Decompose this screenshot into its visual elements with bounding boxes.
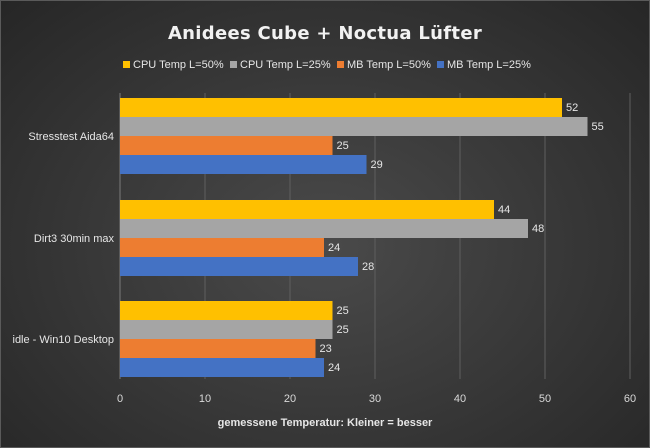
category-label-2: idle - Win10 Desktop <box>13 334 115 346</box>
legend-swatch-1 <box>230 61 237 68</box>
legend-entry-1: CPU Temp L=25% <box>240 59 331 71</box>
data-label-1-0: 44 <box>498 204 510 216</box>
x-tick-label-4: 40 <box>454 393 466 405</box>
bar-2-0 <box>120 301 333 320</box>
chart-legend: CPU Temp L=50% CPU Temp L=25% MB Temp L=50… <box>123 59 531 71</box>
data-label-2-1: 25 <box>337 324 349 336</box>
x-tick-label-3: 30 <box>369 393 381 405</box>
bar-2-1 <box>120 320 333 339</box>
category-label-1: Dirt3 30min max <box>34 233 115 245</box>
bar-0-3 <box>120 155 367 174</box>
data-label-1-3: 28 <box>362 261 374 273</box>
category-label-0: Stresstest Aida64 <box>28 131 114 143</box>
x-axis-ticks: 0 10 20 30 40 50 60 <box>117 393 636 405</box>
chart-title: Anidees Cube + Noctua Lüfter <box>168 23 482 44</box>
x-tick-label-1: 10 <box>199 393 211 405</box>
legend-swatch-2 <box>337 61 344 68</box>
x-axis-label: gemessene Temperatur: Kleiner = besser <box>218 417 433 429</box>
data-labels: 52 55 25 29 44 48 24 28 25 25 23 24 <box>320 102 604 374</box>
data-label-0-1: 55 <box>592 121 604 133</box>
data-label-2-2: 23 <box>320 343 332 355</box>
data-label-2-0: 25 <box>337 305 349 317</box>
bar-1-3 <box>120 257 358 276</box>
x-tick-label-0: 0 <box>117 393 123 405</box>
bar-0-0 <box>120 98 562 117</box>
x-tick-label-6: 60 <box>624 393 636 405</box>
bar-0-2 <box>120 136 333 155</box>
data-label-1-2: 24 <box>328 242 340 254</box>
legend-entry-3: MB Temp L=25% <box>447 59 531 71</box>
legend-entry-2: MB Temp L=50% <box>347 59 431 71</box>
x-tick-label-2: 20 <box>284 393 296 405</box>
bar-2-2 <box>120 339 316 358</box>
bar-0-1 <box>120 117 588 136</box>
category-labels: Stresstest Aida64 Dirt3 30min max idle - W… <box>13 131 115 346</box>
data-label-0-2: 25 <box>337 140 349 152</box>
data-label-0-0: 52 <box>566 102 578 114</box>
bar-1-0 <box>120 200 494 219</box>
bar-1-2 <box>120 238 324 257</box>
legend-swatch-0 <box>123 61 130 68</box>
legend-entry-0: CPU Temp L=50% <box>133 59 224 71</box>
bar-series <box>120 98 588 377</box>
x-tick-label-5: 50 <box>539 393 551 405</box>
bar-2-3 <box>120 358 324 377</box>
data-label-0-3: 29 <box>371 159 383 171</box>
data-label-1-1: 48 <box>532 223 544 235</box>
legend-swatch-3 <box>437 61 444 68</box>
bar-1-1 <box>120 219 528 238</box>
data-label-2-3: 24 <box>328 362 340 374</box>
